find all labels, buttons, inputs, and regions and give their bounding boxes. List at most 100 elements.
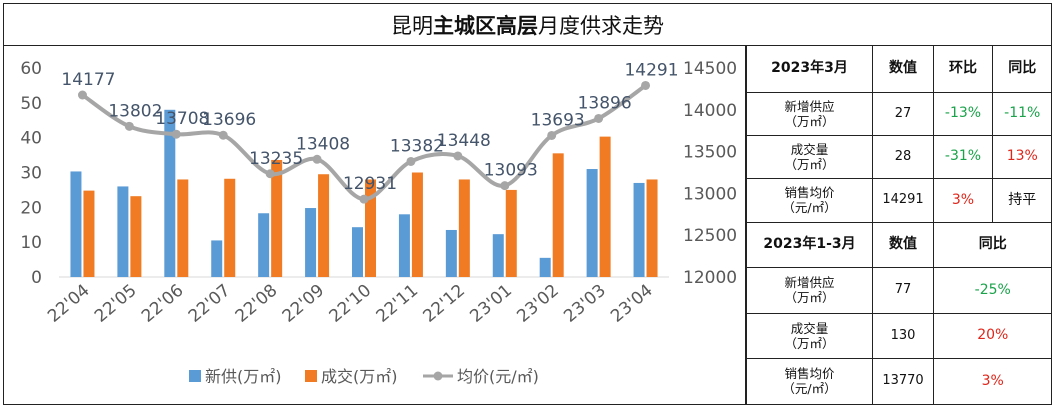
- bar-sales: [130, 196, 142, 277]
- x-tick-label: 22'09: [279, 281, 329, 327]
- bar-supply: [492, 234, 504, 277]
- price-data-label: 14177: [61, 70, 115, 90]
- price-point: [641, 80, 651, 90]
- price-data-label: 13802: [108, 101, 162, 121]
- price-data-label: 13093: [484, 161, 538, 181]
- price-data-label: 13693: [531, 110, 585, 130]
- row-label: 新增供应 （万㎡）: [746, 91, 873, 136]
- row-label: 成交量 （万㎡）: [746, 134, 873, 179]
- bar-sales: [505, 189, 517, 277]
- chart-area: 0 10 20 30 40 50 60 12000 12500 13000 13500 14000 14…: [4, 46, 746, 404]
- header-yoy: 同比: [933, 221, 1052, 268]
- price-data-label: 14291: [624, 60, 678, 80]
- row-yoy: 13%: [992, 134, 1052, 179]
- title-part-2: 月度供求走势: [538, 13, 664, 38]
- x-tick-label: 22'11: [373, 281, 423, 327]
- bar-supply: [586, 169, 598, 277]
- price-data-label: 13382: [390, 136, 444, 156]
- x-tick-label: 22'10: [326, 281, 376, 327]
- price-data-label: 13448: [437, 131, 491, 151]
- title-part-1: 昆明: [391, 13, 433, 38]
- header-value: 数值: [872, 46, 934, 93]
- legend-swatch: [189, 370, 201, 382]
- header-value: 数值: [872, 221, 934, 268]
- bar-supply: [305, 208, 317, 277]
- price-point: [500, 181, 510, 191]
- x-tick-label: 22'07: [185, 281, 235, 327]
- bar-supply: [117, 186, 129, 277]
- legend-label: 成交(万㎡): [321, 367, 398, 386]
- price-point: [453, 151, 463, 161]
- y-left-tick-label: 50: [20, 94, 42, 114]
- row-mom: -31%: [933, 134, 993, 179]
- price-point: [359, 194, 369, 204]
- row-yoy: 3%: [933, 357, 1052, 404]
- bar-sales: [224, 178, 236, 277]
- legend-label: 均价(元/㎡): [457, 367, 539, 386]
- price-data-label: 13696: [202, 110, 256, 130]
- y-left-tick-label: 0: [31, 268, 42, 288]
- price-point: [218, 130, 228, 140]
- bar-sales: [83, 190, 95, 277]
- y-right-tick-label: 13000: [683, 184, 737, 204]
- y-left-tick-label: 10: [20, 233, 42, 253]
- price-point: [594, 113, 604, 123]
- x-tick-label: 23'03: [560, 281, 610, 327]
- y-right-tick-label: 12500: [683, 226, 737, 246]
- price-point: [312, 154, 322, 164]
- x-tick-label: 22'08: [232, 281, 282, 327]
- legend-swatch-marker: [433, 371, 443, 381]
- y-left-tick-label: 60: [20, 59, 42, 79]
- bar-supply: [211, 240, 223, 277]
- row-label: 成交量 （万㎡）: [746, 312, 873, 359]
- y-left-tick-label: 40: [20, 129, 42, 149]
- row-value: 27: [872, 91, 934, 136]
- row-yoy: -25%: [933, 266, 1052, 314]
- price-point: [124, 121, 134, 131]
- bar-supply: [539, 257, 551, 277]
- table-row: 销售均价 （元/㎡） 14291 3% 持平: [746, 177, 1052, 223]
- price-data-label: 13235: [249, 149, 303, 169]
- header-mom: 环比: [933, 46, 993, 93]
- legend-label: 新供(万㎡): [205, 367, 282, 386]
- stats-table: 2023年3月 数值 环比 同比 新增供应 （万㎡） 27 -13% -11% 成…: [746, 46, 1052, 404]
- bar-sales: [411, 172, 423, 277]
- row-value: 28: [872, 134, 934, 179]
- table-row: 新增供应 （万㎡） 77 -25%: [746, 266, 1052, 314]
- table-row: 成交量 （万㎡） 130 20%: [746, 312, 1052, 359]
- table-header-row: 2023年1-3月 数值 同比: [746, 221, 1052, 268]
- x-tick-label: 23'02: [513, 281, 563, 327]
- bar-sales: [177, 179, 189, 277]
- row-value: 14291: [872, 177, 934, 223]
- table-row: 销售均价 （元/㎡） 13770 3%: [746, 357, 1052, 404]
- bar-sales: [458, 179, 470, 277]
- price-data-label: 12931: [343, 174, 397, 194]
- price-data-label: 13708: [155, 109, 209, 129]
- legend-swatch: [305, 370, 317, 382]
- x-tick-label: 23'01: [466, 281, 516, 327]
- y-left-tick-label: 30: [20, 164, 42, 184]
- bar-supply: [164, 109, 176, 277]
- header-yoy: 同比: [992, 46, 1052, 93]
- title-part-bold: 主城区高层: [433, 13, 538, 38]
- x-tick-label: 22'05: [91, 281, 141, 327]
- table-row: 成交量 （万㎡） 28 -31% 13%: [746, 134, 1052, 179]
- bar-sales: [552, 153, 564, 277]
- row-label: 销售均价 （元/㎡）: [746, 177, 873, 223]
- bar-sales: [646, 179, 658, 277]
- y-right-tick-label: 12000: [683, 268, 737, 288]
- row-yoy: 20%: [933, 312, 1052, 359]
- x-tick-label: 22'12: [419, 281, 469, 327]
- row-label: 销售均价 （元/㎡）: [746, 357, 873, 404]
- table-header-row: 2023年3月 数值 环比 同比: [746, 46, 1052, 93]
- report-frame: 昆明 主城区高层 月度供求走势 0 10 20 30 40 50 60 12000 12500 130…: [3, 3, 1052, 405]
- row-label: 新增供应 （万㎡）: [746, 266, 873, 314]
- row-value: 13770: [872, 357, 934, 404]
- y-right-tick-label: 13500: [683, 143, 737, 163]
- bar-sales: [271, 159, 283, 277]
- row-yoy: 持平: [992, 177, 1052, 223]
- supply-demand-chart: 0 10 20 30 40 50 60 12000 12500 13000 13500 14000 14…: [20, 59, 737, 386]
- bar-supply: [352, 227, 363, 277]
- row-value: 77: [872, 266, 934, 314]
- bar-supply: [70, 171, 82, 277]
